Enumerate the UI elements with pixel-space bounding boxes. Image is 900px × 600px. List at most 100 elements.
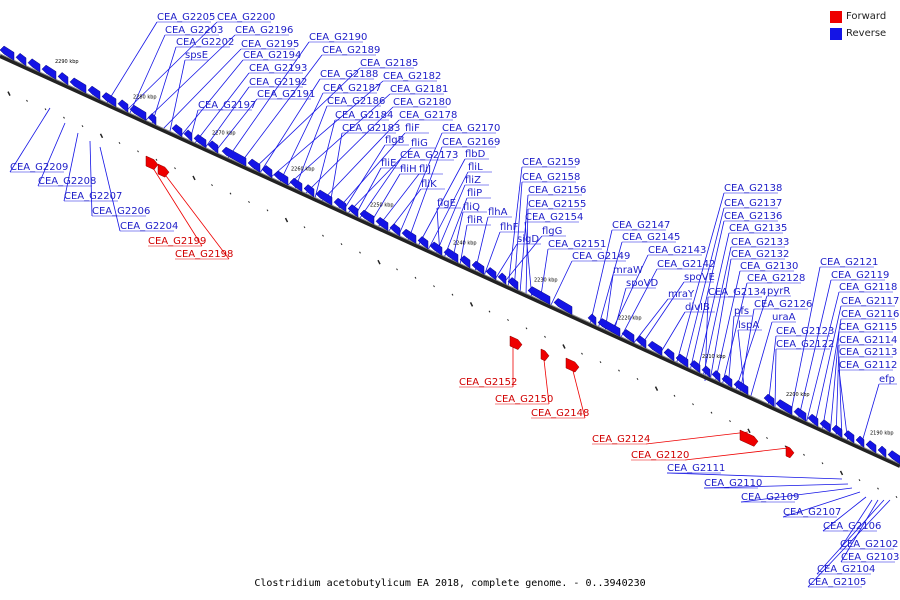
reverse-gene (807, 413, 819, 428)
leader-line (859, 383, 880, 450)
reverse-gene (689, 360, 701, 374)
reverse-gene (675, 353, 689, 368)
scale-label: 2230 kbp (534, 277, 558, 283)
reverse-gene (87, 85, 101, 101)
scale-tick (229, 192, 232, 195)
gene-label: CEA_G2159 (522, 157, 580, 168)
scale-tick (359, 251, 361, 254)
gene-label: CEA_G2124 (592, 434, 650, 445)
scale-label: 2280 kbp (133, 95, 157, 101)
leader-line (807, 499, 891, 588)
leader-line (129, 34, 166, 114)
leader-line (696, 232, 730, 375)
gene-label: CEA_G2147 (612, 220, 670, 231)
scale-tick (211, 184, 213, 187)
scale-tick (710, 411, 713, 414)
leader-line (147, 159, 203, 247)
forward-label: Forward (846, 11, 887, 22)
leader-line (734, 295, 768, 393)
gene-label: CEA_G2190 (309, 32, 367, 43)
leader-line (689, 220, 725, 372)
scale-tick (839, 470, 844, 476)
legend-reverse: Reverse (830, 25, 890, 42)
genome-track (0, 53, 900, 468)
scale-label: 2200 kbp (786, 392, 810, 398)
leader-line (294, 105, 328, 190)
leader-line (9, 107, 51, 173)
reverse-gene (261, 165, 273, 179)
leader-line (597, 241, 623, 330)
gene-label: flhA (488, 207, 508, 218)
gene-label: spsE (185, 50, 208, 61)
leader-line (347, 147, 412, 214)
gene-label: CEA_G2142 (657, 259, 715, 270)
reverse-gene (27, 58, 41, 73)
leader-line (619, 268, 658, 340)
leader-line (269, 80, 384, 179)
scale-tick (766, 436, 768, 439)
gene-label: CEA_G2126 (754, 299, 812, 310)
gene-label: flgE (437, 198, 456, 209)
leader-line (835, 344, 840, 439)
backbone-line (0, 54, 900, 468)
scale-tick (396, 268, 398, 271)
leader-line (126, 21, 218, 111)
gene-label: CEA_G2195 (241, 39, 299, 50)
leader-line (821, 318, 842, 433)
gene-label: CEA_G2136 (724, 211, 782, 222)
gene-label: lspA (738, 320, 759, 331)
leader-line (435, 184, 466, 255)
gene-label: mraW (613, 265, 643, 276)
leader-line (279, 92, 324, 183)
gene-label: CEA_G2114 (839, 335, 897, 346)
scale-tick (525, 327, 528, 330)
gene-label: CEA_G2117 (841, 296, 899, 307)
reverse-gene (663, 348, 675, 362)
reverse-gene (57, 72, 69, 86)
leader-line (782, 491, 861, 518)
gene-label: CEA_G2184 (335, 110, 393, 121)
leader-line (684, 447, 789, 461)
forward-gene (785, 445, 795, 459)
leader-line (714, 270, 741, 384)
gene-label: flhF (500, 222, 519, 233)
gene-label: CEA_G2143 (648, 245, 706, 256)
gene-label: CEA_G2137 (724, 198, 782, 209)
leader-line (287, 93, 391, 186)
gene-label: pfs (734, 306, 749, 317)
reverse-gene (485, 267, 497, 281)
reverse-gene (471, 260, 485, 275)
gene-label: fliK (421, 179, 437, 190)
reverse-gene (865, 440, 877, 454)
gene-label: CEA_G2181 (390, 84, 448, 95)
leader-line (739, 308, 755, 395)
gene-label: CEA_G2133 (731, 237, 789, 248)
gene-label: fliP (467, 188, 482, 199)
leader-line (657, 311, 686, 358)
reverse-gene (527, 286, 551, 306)
reverse-gene (401, 228, 417, 244)
scale-tick (26, 99, 28, 102)
scale-tick (821, 462, 824, 465)
gene-label: CEA_G2107 (783, 507, 841, 518)
gene-label: CEA_G2180 (393, 97, 451, 108)
gene-label: CEA_G2156 (528, 185, 586, 196)
gene-label: CEA_G2119 (831, 270, 889, 281)
scale-tick (562, 344, 566, 349)
gene-label: CEA_G2173 (400, 150, 458, 161)
gene-label: CEA_G2105 (808, 577, 866, 588)
reverse-gene (15, 52, 27, 67)
leader-line (749, 321, 773, 400)
reverse-gene (41, 64, 57, 80)
forward-gene (565, 357, 580, 373)
gene-label: CEA_G2132 (731, 249, 789, 260)
gene-label: CEA_G2128 (747, 273, 805, 284)
scale-tick (303, 226, 306, 229)
reverse-gene (207, 140, 219, 154)
gene-label: CEA_G2130 (740, 261, 798, 272)
reverse-gene (171, 124, 183, 138)
forward-gene (157, 163, 170, 178)
reverse-gene (647, 340, 663, 357)
scale-tick (174, 167, 176, 170)
